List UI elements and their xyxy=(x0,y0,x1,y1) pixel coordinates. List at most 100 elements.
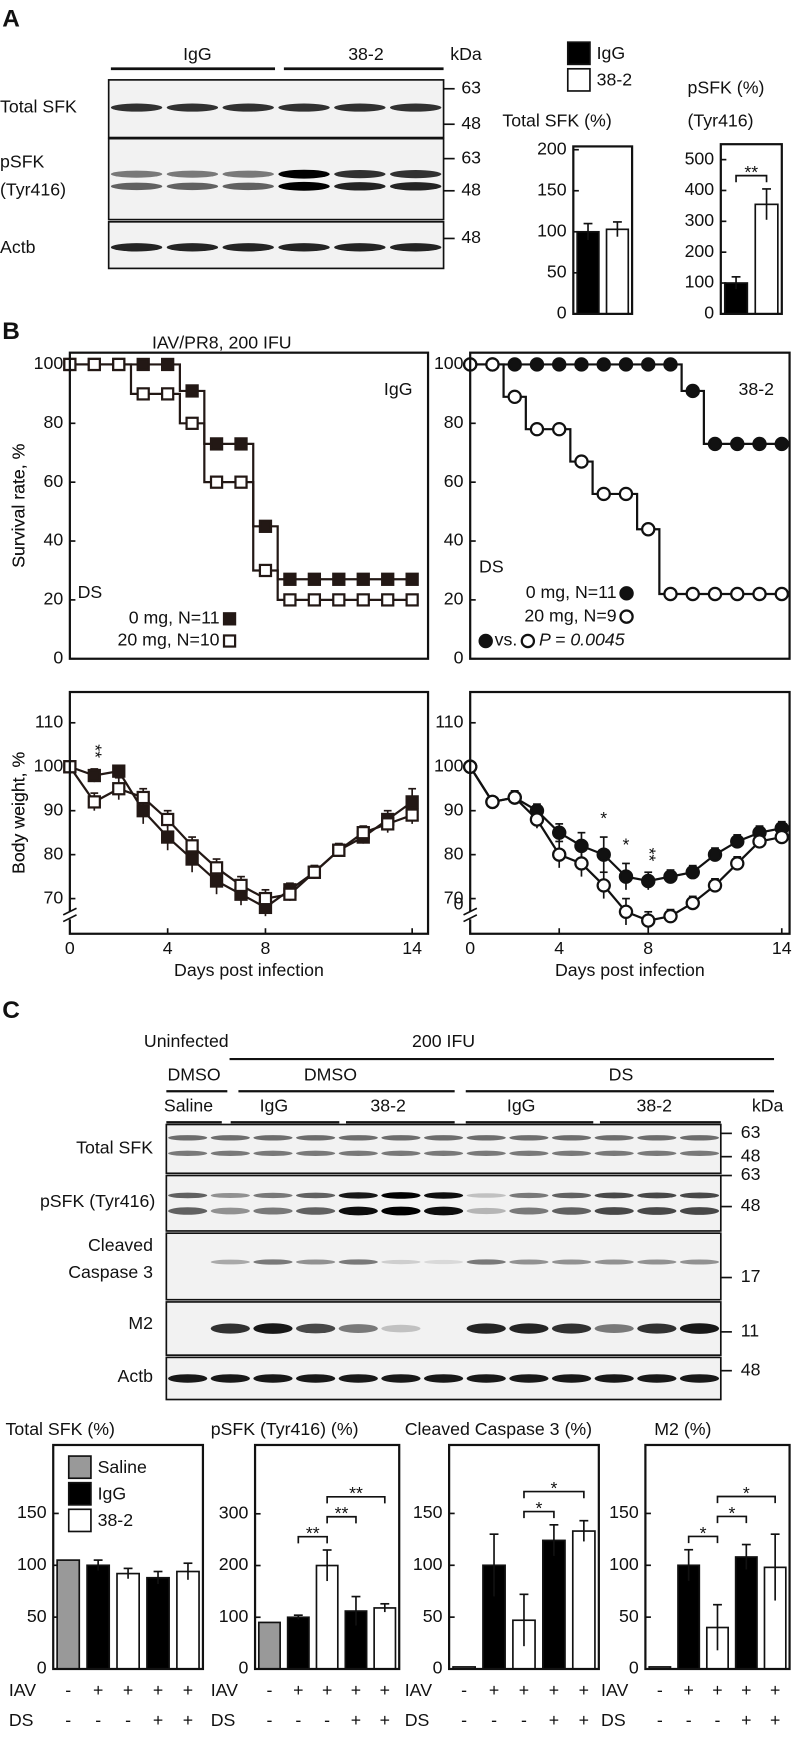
blot-band xyxy=(679,1150,720,1156)
blot-band xyxy=(296,1192,336,1199)
bar xyxy=(605,228,630,315)
group-label: 38-2 xyxy=(637,1095,673,1115)
marker xyxy=(618,869,634,884)
marker xyxy=(529,421,545,437)
treatment-label: DS xyxy=(609,1064,634,1084)
blot-band xyxy=(594,1324,634,1333)
marker xyxy=(685,865,700,880)
marker xyxy=(185,852,199,866)
blot-band xyxy=(168,1207,208,1215)
condition-sign: - xyxy=(267,1680,273,1700)
blot-band xyxy=(679,1207,720,1215)
marker xyxy=(707,847,723,862)
blot-band xyxy=(253,1323,293,1334)
marker xyxy=(185,384,199,398)
legend-marker xyxy=(222,634,237,648)
row-label: (Tyr416) xyxy=(0,179,66,199)
condition-sign: - xyxy=(95,1710,101,1730)
blot-band xyxy=(381,1192,421,1199)
significance-label: * xyxy=(535,1498,542,1518)
condition-sign: - xyxy=(686,1710,692,1730)
condition-sign: + xyxy=(741,1680,751,1700)
marker xyxy=(730,436,745,452)
blot-band xyxy=(296,1259,336,1265)
significance-bracket xyxy=(297,1535,328,1544)
condition-sign: + xyxy=(293,1680,303,1700)
size-marker: 63 xyxy=(741,1164,761,1184)
row-label: M2 xyxy=(128,1313,153,1333)
bar xyxy=(146,1576,170,1670)
blot-band xyxy=(338,1324,378,1333)
marker xyxy=(112,764,126,778)
condition-sign: + xyxy=(549,1710,559,1730)
legend-swatch xyxy=(67,1455,92,1480)
marker xyxy=(552,847,567,862)
marker xyxy=(752,436,767,452)
chart-title: M2 (%) xyxy=(654,1419,711,1439)
blot-band xyxy=(168,1374,208,1383)
marker xyxy=(663,357,678,372)
legend-swatch xyxy=(67,1508,92,1533)
condition-label: IAV xyxy=(405,1680,432,1700)
condition-sign: - xyxy=(295,1710,301,1730)
y-tick-label: 50 xyxy=(27,1606,47,1626)
blot-band xyxy=(110,103,163,112)
y-tick-label: 300 xyxy=(685,210,715,230)
marker xyxy=(283,593,297,607)
marker xyxy=(574,357,589,372)
marker xyxy=(618,486,634,502)
plot-frame xyxy=(52,1443,205,1671)
marker xyxy=(752,586,767,602)
blot-band xyxy=(389,243,442,252)
marker xyxy=(552,825,567,840)
blot-band xyxy=(296,1150,336,1156)
significance-bracket xyxy=(523,1510,555,1519)
blot-strip xyxy=(107,137,445,221)
marker xyxy=(136,357,150,372)
condition-sign: + xyxy=(351,1710,361,1730)
significance-bracket xyxy=(326,1495,386,1504)
blot-band xyxy=(637,1135,677,1141)
y-axis-label: Body weight, % xyxy=(9,752,29,874)
marker xyxy=(283,887,297,901)
marker xyxy=(529,812,545,827)
blot-band xyxy=(296,1374,336,1383)
y-tick-label: 150 xyxy=(537,179,567,199)
condition-label: IAV xyxy=(211,1680,238,1700)
bar xyxy=(734,1556,758,1670)
row-label: Actb xyxy=(118,1366,154,1386)
y-tick-label: 100 xyxy=(434,353,464,373)
blot-band xyxy=(253,1192,293,1199)
size-marker: 17 xyxy=(741,1266,761,1286)
condition-sign: + xyxy=(351,1680,361,1700)
axis-break-gap xyxy=(465,911,475,920)
condition-sign: - xyxy=(125,1710,131,1730)
condition-label: DS xyxy=(601,1710,626,1730)
blot-band xyxy=(210,1374,250,1383)
blot-band xyxy=(210,1323,250,1334)
bar xyxy=(542,1539,566,1670)
break-label: 0 xyxy=(454,894,464,914)
marker xyxy=(574,838,589,854)
comparison-label: vs. xyxy=(495,630,518,650)
y-tick-label: 60 xyxy=(444,471,464,491)
x-axis-label: Days post infection xyxy=(174,960,324,980)
blot-band xyxy=(679,1323,720,1334)
y-tick-label: 100 xyxy=(34,353,64,373)
blot-band xyxy=(278,169,330,179)
bar xyxy=(86,1564,111,1670)
condition-sign: + xyxy=(183,1710,193,1730)
bar xyxy=(56,1559,81,1670)
condition-label: IAV xyxy=(9,1680,36,1700)
chart-title: pSFK (Tyr416) (%) xyxy=(211,1419,359,1439)
marker xyxy=(707,436,723,452)
marker xyxy=(405,795,419,809)
marker xyxy=(641,522,656,537)
marker xyxy=(485,794,500,810)
blot-strip xyxy=(107,79,445,139)
axis-break xyxy=(62,914,77,923)
blot-band xyxy=(637,1207,677,1215)
blot-band xyxy=(594,1259,634,1265)
marker xyxy=(332,572,346,586)
blot-band xyxy=(466,1259,506,1265)
